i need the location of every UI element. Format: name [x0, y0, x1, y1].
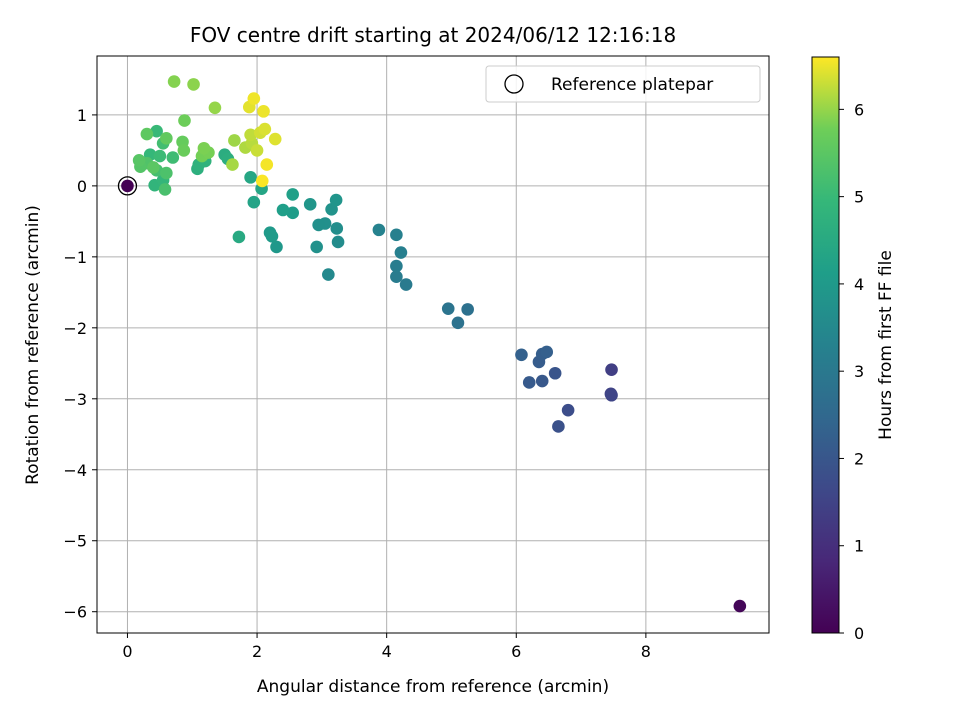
- y-axis-ticks: 1 0 −1 −2 −3 −4 −5 −6: [63, 106, 97, 622]
- data-point: [150, 124, 163, 138]
- data-point: [461, 303, 474, 316]
- y-tick-label: −6: [63, 603, 87, 622]
- colorbar-tick-label: 1: [854, 537, 864, 556]
- data-point: [329, 193, 343, 207]
- data-point: [605, 388, 618, 402]
- data-point: [390, 259, 403, 273]
- data-point: [140, 127, 154, 141]
- data-point: [265, 229, 279, 243]
- y-tick-label: −2: [63, 319, 87, 338]
- y-tick-label: 1: [77, 106, 87, 125]
- data-point: [187, 78, 200, 91]
- data-point: [322, 268, 335, 281]
- grid: [97, 56, 769, 633]
- data-point: [247, 195, 261, 209]
- data-point: [226, 158, 239, 171]
- y-tick-label: −3: [63, 390, 87, 409]
- data-point: [228, 134, 241, 147]
- data-point: [232, 230, 246, 244]
- colorbar-tick-label: 4: [854, 275, 864, 294]
- data-point: [372, 223, 386, 237]
- colorbar-tick-label: 6: [854, 100, 864, 119]
- data-point: [548, 366, 562, 380]
- data-point: [257, 105, 270, 118]
- x-tick-label: 2: [252, 642, 262, 661]
- data-point: [535, 374, 549, 388]
- data-point: [286, 206, 300, 220]
- data-point: [260, 158, 274, 171]
- data-point: [312, 218, 325, 232]
- data-point: [451, 316, 465, 330]
- data-point: [147, 161, 160, 174]
- colorbar-gradient: [811, 56, 840, 634]
- data-point: [268, 132, 282, 146]
- data-points: [121, 75, 747, 613]
- y-tick-label: −4: [63, 461, 87, 480]
- data-point: [167, 75, 181, 88]
- data-point: [153, 149, 167, 163]
- legend: Reference platepar: [485, 65, 761, 103]
- data-point: [178, 114, 191, 127]
- data-point: [390, 228, 403, 242]
- data-point: [158, 183, 172, 196]
- reference-platepar-marker: [117, 176, 138, 196]
- colorbar-label: Hours from first FF file: [876, 250, 896, 440]
- data-point: [197, 141, 211, 155]
- data-point: [390, 270, 403, 284]
- colorbar: 0 1 2 3 4 5 6 Hours from first FF file: [811, 56, 896, 643]
- data-point: [250, 144, 264, 157]
- colorbar-ticks: 0 1 2 3 4 5 6: [839, 100, 864, 643]
- data-point: [330, 222, 344, 235]
- y-tick-label: 0: [77, 177, 87, 196]
- data-point: [132, 154, 146, 167]
- colorbar-tick-label: 0: [854, 624, 864, 643]
- data-point: [522, 376, 536, 389]
- data-point: [255, 174, 269, 188]
- x-tick-label: 6: [511, 642, 521, 661]
- data-point: [540, 345, 554, 359]
- data-point: [270, 240, 283, 254]
- legend-reference-symbol: [504, 74, 524, 94]
- reference-marker: [117, 176, 138, 196]
- colorbar-tick-label: 5: [854, 188, 864, 207]
- data-point: [160, 132, 173, 145]
- colorbar-tick-label: 3: [854, 362, 864, 381]
- data-point: [733, 599, 747, 613]
- data-point: [310, 240, 323, 254]
- data-point: [244, 128, 257, 142]
- data-point: [166, 151, 180, 164]
- data-point: [177, 144, 191, 157]
- x-tick-label: 0: [122, 642, 132, 661]
- chart-title: FOV centre drift starting at 2024/06/12 …: [190, 23, 676, 47]
- data-point: [303, 198, 317, 211]
- data-point: [258, 122, 272, 136]
- y-axis-label: Rotation from reference (arcmin): [23, 205, 43, 485]
- plot-area-frame: [96, 55, 770, 634]
- y-tick-label: −5: [63, 532, 87, 551]
- data-point: [247, 92, 261, 105]
- data-point: [561, 403, 575, 417]
- x-tick-label: 8: [641, 642, 651, 661]
- data-point: [552, 420, 565, 433]
- data-point: [515, 348, 528, 362]
- x-axis-label: Angular distance from reference (arcmin): [257, 677, 609, 697]
- data-point: [286, 188, 300, 201]
- x-axis-ticks: 0 2 4 6 8: [122, 633, 651, 661]
- data-point: [160, 166, 173, 180]
- data-point: [121, 179, 134, 193]
- data-point: [605, 363, 618, 376]
- legend-reference-label: Reference platepar: [551, 75, 713, 95]
- data-point: [244, 171, 257, 184]
- data-point: [441, 302, 455, 315]
- data-point: [399, 278, 413, 291]
- y-tick-label: −1: [63, 248, 87, 267]
- data-point: [394, 246, 408, 259]
- data-point: [208, 101, 222, 115]
- colorbar-tick-label: 2: [854, 449, 864, 468]
- data-point: [276, 203, 290, 217]
- data-point: [331, 235, 345, 249]
- x-tick-label: 4: [382, 642, 392, 661]
